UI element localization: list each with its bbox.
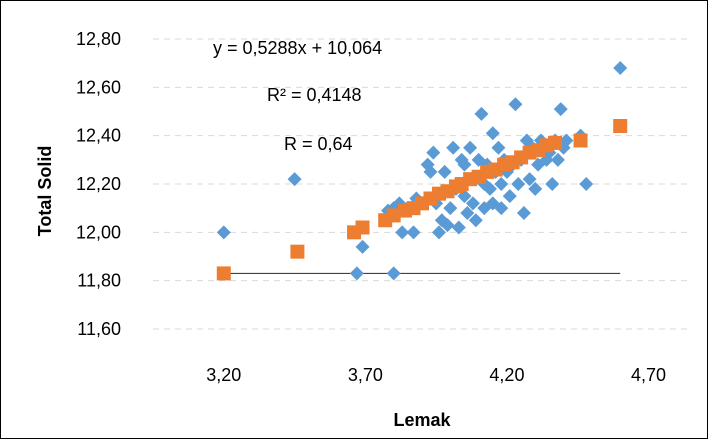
y-tick-label: 12,40 bbox=[76, 126, 121, 146]
observed-point bbox=[395, 225, 410, 240]
observed-point bbox=[482, 181, 497, 196]
x-tick-labels: 3,20 3,70 4,20 4,70 bbox=[206, 365, 666, 385]
regression-equation: y = 0,5288x + 10,064 bbox=[213, 38, 382, 58]
observed-point bbox=[516, 206, 531, 220]
predicted-point bbox=[386, 208, 401, 223]
gridlines bbox=[153, 38, 691, 330]
observed-point bbox=[451, 220, 466, 235]
predicted-point bbox=[548, 135, 563, 150]
r-squared-label: R² = 0,4148 bbox=[267, 85, 362, 105]
observed-point bbox=[463, 140, 478, 155]
y-tick-label: 12,00 bbox=[76, 222, 121, 242]
y-tick-label: 12,80 bbox=[76, 29, 121, 49]
observed-point bbox=[423, 164, 438, 179]
y-axis-title: Total Solid bbox=[35, 146, 55, 237]
x-tick-label: 3,20 bbox=[206, 365, 241, 385]
observed-point bbox=[406, 225, 421, 240]
predicted-point bbox=[573, 133, 588, 148]
y-tick-label: 12,20 bbox=[76, 174, 121, 194]
y-tick-label: 11,60 bbox=[77, 319, 121, 339]
observed-point bbox=[440, 218, 455, 233]
y-tick-label: 11,80 bbox=[77, 271, 121, 291]
x-tick-label: 4,70 bbox=[631, 365, 666, 385]
observed-point bbox=[431, 225, 446, 240]
y-tick-labels: 12,80 12,60 12,40 12,20 12,00 11,80 11,60 bbox=[76, 29, 121, 339]
x-tick-label: 4,20 bbox=[489, 365, 524, 385]
observed-point bbox=[485, 126, 500, 141]
observed-point bbox=[457, 157, 472, 172]
observed-point bbox=[508, 97, 523, 112]
observed-point bbox=[522, 172, 537, 187]
predicted-point bbox=[355, 220, 370, 235]
x-axis-title: Lemak bbox=[393, 410, 451, 430]
observed-point bbox=[443, 201, 458, 216]
observed-point bbox=[550, 152, 565, 167]
observed-point bbox=[426, 145, 441, 160]
observed-point bbox=[545, 177, 560, 191]
observed-point bbox=[613, 61, 628, 75]
observed-point bbox=[349, 266, 364, 281]
observed-point bbox=[494, 177, 509, 191]
x-tick-label: 3,70 bbox=[348, 365, 383, 385]
predicted-point bbox=[613, 119, 628, 133]
predicted-points bbox=[216, 119, 628, 281]
observed-point bbox=[446, 140, 461, 155]
observed-point bbox=[528, 181, 543, 196]
observed-point bbox=[460, 206, 475, 220]
observed-point bbox=[468, 213, 483, 228]
observed-point bbox=[502, 189, 517, 204]
observed-point bbox=[437, 164, 452, 179]
observed-point bbox=[553, 102, 568, 117]
observed-point bbox=[511, 177, 526, 191]
observed-point bbox=[474, 106, 489, 121]
y-tick-label: 12,60 bbox=[76, 77, 121, 97]
observed-point bbox=[494, 201, 509, 216]
observed-point bbox=[287, 172, 302, 187]
observed-point bbox=[559, 133, 574, 148]
predicted-point bbox=[216, 266, 231, 281]
observed-point bbox=[216, 225, 231, 240]
predicted-point bbox=[290, 244, 305, 259]
observed-point bbox=[491, 140, 506, 155]
observed-point bbox=[579, 177, 594, 191]
observed-point bbox=[355, 239, 370, 254]
observed-point bbox=[465, 196, 480, 211]
r-label: R = 0,64 bbox=[284, 134, 353, 154]
observed-point bbox=[386, 266, 401, 281]
